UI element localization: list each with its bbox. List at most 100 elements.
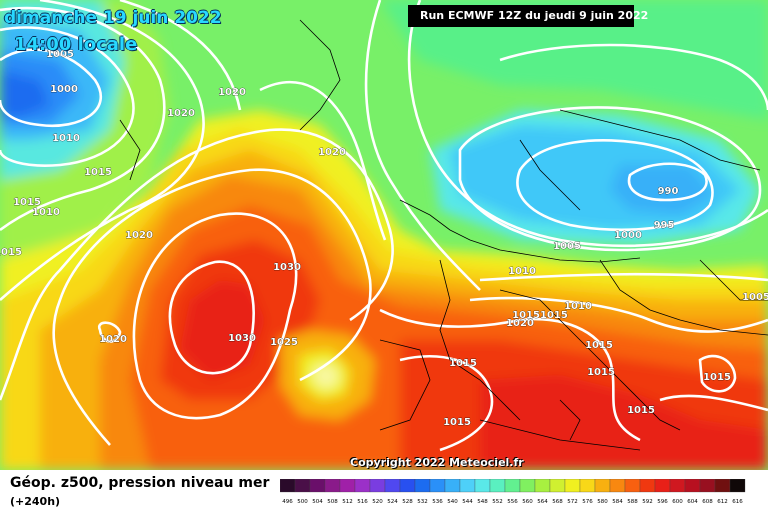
legend-footer: Géop. z500, pression niveau mer (+240h) … <box>0 470 768 512</box>
color-swatch <box>624 479 641 493</box>
isobar-label: 1010 <box>564 301 592 312</box>
color-swatch <box>639 479 656 493</box>
isobar-label: 1000 <box>50 84 78 95</box>
isobar-label: 1015 <box>585 340 613 351</box>
color-swatch <box>549 479 566 493</box>
color-scale-label: 588 <box>627 499 638 505</box>
color-swatch <box>519 479 536 493</box>
color-swatch <box>444 479 461 493</box>
color-scale-label: 560 <box>522 499 533 505</box>
isobar-label: 1020 <box>318 147 346 158</box>
isobar-label: 1000 <box>614 230 642 241</box>
isobar-label: 990 <box>658 186 679 197</box>
color-swatch <box>489 479 506 493</box>
color-swatch <box>459 479 476 493</box>
color-scale-label: 572 <box>567 499 578 505</box>
run-info-box: Run ECMWF 12Z du jeudi 9 juin 2022 <box>408 5 648 27</box>
color-swatch <box>399 479 416 493</box>
color-scale-label: 528 <box>402 499 413 505</box>
isobar-label: 1010 <box>52 133 80 144</box>
color-swatch <box>579 479 596 493</box>
color-scale-label: 544 <box>462 499 473 505</box>
color-swatch <box>534 479 551 493</box>
isobar-label: 1020 <box>167 108 195 119</box>
country-borders <box>119 19 768 451</box>
isobar-label: 1020 <box>218 87 246 98</box>
color-scale-label: 500 <box>297 499 308 505</box>
color-scale-label: 584 <box>612 499 623 505</box>
color-scale-label: 600 <box>672 499 683 505</box>
copyright-notice: Copyright 2022 Meteociel.fr <box>350 456 524 469</box>
isobar-label: 1015 <box>0 247 22 258</box>
isobar-label: 1030 <box>228 333 256 344</box>
color-swatch <box>654 479 671 493</box>
isobar-label: 1020 <box>99 334 127 345</box>
color-swatch <box>669 479 686 493</box>
geopotential-field: 1005100010101015101510101015102010201020… <box>0 0 768 470</box>
forecast-date: dimanche 19 juin 2022 <box>4 8 222 28</box>
isobar-label: 1015 <box>703 372 731 383</box>
color-swatch <box>684 479 701 493</box>
isobar-label: 1005 <box>742 292 768 303</box>
color-scale-label: 608 <box>702 499 713 505</box>
color-scale-label: 556 <box>507 499 518 505</box>
color-swatch <box>564 479 581 493</box>
isobar-label: 995 <box>654 220 675 231</box>
color-swatch <box>429 479 446 493</box>
color-scale-label: 516 <box>357 499 368 505</box>
color-swatch <box>699 479 716 493</box>
isobar-label: 1005 <box>46 49 74 60</box>
color-scale-label: 564 <box>537 499 548 505</box>
color-scale-label: 540 <box>447 499 458 505</box>
color-swatch <box>474 479 491 493</box>
color-swatch <box>384 479 401 493</box>
isobar-label: 1015 <box>449 358 477 369</box>
color-swatch <box>729 479 746 493</box>
color-swatch <box>339 479 356 493</box>
isobar-label: 1025 <box>270 337 298 348</box>
color-swatch <box>324 479 341 493</box>
color-swatch <box>504 479 521 493</box>
color-scale-label: 512 <box>342 499 353 505</box>
color-scale-label: 508 <box>327 499 338 505</box>
color-scale-label: 592 <box>642 499 653 505</box>
isobar-label: 1015 <box>84 167 112 178</box>
isobar-label: 1015 <box>13 197 41 208</box>
color-scale-label: 576 <box>582 499 593 505</box>
isobar-label: 1015 <box>587 367 615 378</box>
color-scale-label: 536 <box>432 499 443 505</box>
lead-time: (+240h) <box>10 495 61 508</box>
color-swatch <box>354 479 371 493</box>
color-scale-label: 612 <box>717 499 728 505</box>
color-swatch <box>714 479 731 493</box>
color-swatch <box>414 479 431 493</box>
isobar-label: 1020 <box>125 230 153 241</box>
forecast-time: 14:00 locale <box>14 34 138 55</box>
isobar-label: 1030 <box>273 262 301 273</box>
color-swatch <box>309 479 326 493</box>
color-scale-label: 532 <box>417 499 428 505</box>
color-swatch <box>369 479 386 493</box>
color-scale-label: 524 <box>387 499 398 505</box>
color-swatch <box>280 479 296 493</box>
isobar-lines <box>0 0 768 452</box>
color-scale-label: 568 <box>552 499 563 505</box>
isobar-label: 10151015 <box>512 310 568 321</box>
isobar-label: 1005 <box>553 241 581 252</box>
color-scale-label: 596 <box>657 499 668 505</box>
weather-map: 1005100010101015101510101015102010201020… <box>0 0 768 470</box>
color-scale: 496 500 504 508 512 516 520 524 528 532 536 540 544 5… <box>280 479 746 505</box>
color-swatch <box>609 479 626 493</box>
color-swatch <box>594 479 611 493</box>
isobar-labels: 1005100010101015101510101015102010201020… <box>0 49 768 429</box>
color-scale-label: 520 <box>372 499 383 505</box>
color-scale-label: 580 <box>597 499 608 505</box>
map-caption: Géop. z500, pression niveau mer <box>10 475 270 491</box>
isobar-label: 1010 <box>32 207 60 218</box>
color-scale-label: 504 <box>312 499 323 505</box>
isobar-label: 1010 <box>508 266 536 277</box>
color-scale-label: 548 <box>477 499 488 505</box>
color-scale-label: 552 <box>492 499 503 505</box>
isobar-label: 1020 <box>506 318 534 329</box>
color-scale-label: 616 <box>732 499 743 505</box>
